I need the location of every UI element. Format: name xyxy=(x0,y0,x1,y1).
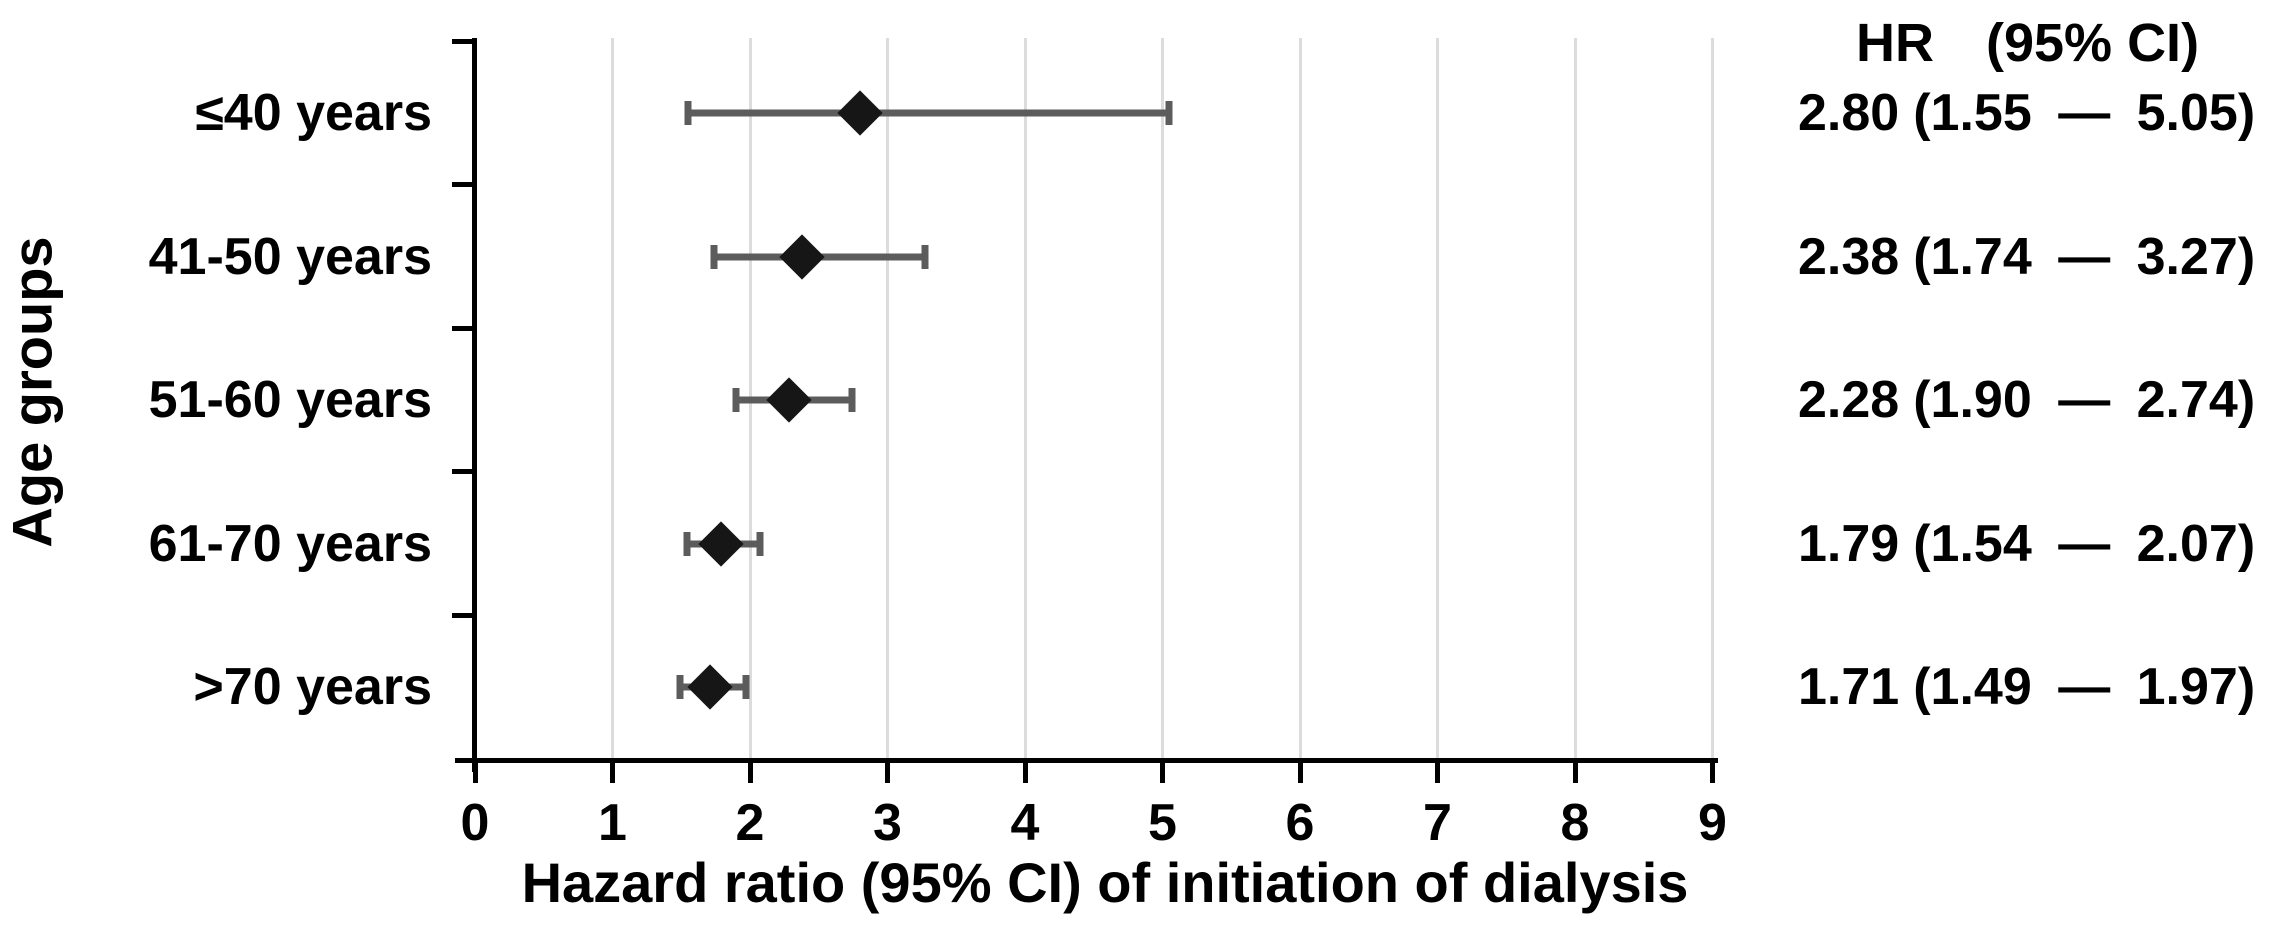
hr-ci-value-row: 1.79 (1.54 — 2.07) xyxy=(1798,514,2272,574)
hr-ci-value-row: 1.71 (1.49 — 1.97) xyxy=(1798,657,2272,717)
ci-cap-high xyxy=(921,244,929,269)
ci-value: (1.54 — 2.07) xyxy=(1913,514,2256,573)
hr-point-marker xyxy=(698,520,744,567)
hr-header-label: HR xyxy=(1856,13,1934,73)
ci-value: (1.49 — 1.97) xyxy=(1913,658,2256,716)
y-axis-tick xyxy=(452,325,475,331)
x-tick-label-3: 3 xyxy=(873,794,902,852)
hr-ci-value-row: 2.80 (1.55 — 5.05) xyxy=(1798,83,2272,143)
x-axis-tick-6 xyxy=(1297,763,1303,783)
y-axis-tick xyxy=(452,469,475,474)
x-axis-line xyxy=(455,758,1718,763)
hr-ci-column-header: HR (95% CI) xyxy=(1856,12,2199,74)
ci-value: (1.74 — 3.27) xyxy=(1913,227,2256,286)
x-axis-tick-3 xyxy=(885,763,890,783)
gridline-x8 xyxy=(1573,38,1577,758)
category-label: 61-70 years xyxy=(148,514,432,573)
x-axis-tick-5 xyxy=(1160,763,1165,783)
x-tick-label-4: 4 xyxy=(1010,794,1040,852)
gridline-x5 xyxy=(1161,38,1164,758)
category-label: 51-60 years xyxy=(148,371,432,429)
y-axis-tick xyxy=(452,612,475,618)
y-axis-tick xyxy=(452,38,475,44)
category-label: ≤40 years xyxy=(195,84,432,142)
x-tick-label-7: 7 xyxy=(1423,794,1452,852)
gridline-x4 xyxy=(1023,38,1027,758)
hr-point-marker xyxy=(687,664,733,710)
x-axis-tick-7 xyxy=(1435,763,1440,783)
ci-cap-high xyxy=(756,531,764,556)
hr-value: 2.80 xyxy=(1798,84,1900,142)
gridline-x3 xyxy=(886,38,889,758)
hr-value: 2.38 xyxy=(1798,227,1900,286)
ci-header-label: (95% CI) xyxy=(1986,13,2200,73)
x-tick-label-0: 0 xyxy=(460,794,490,852)
hr-value: 1.71 xyxy=(1798,658,1900,716)
gridline-x9 xyxy=(1711,38,1714,758)
ci-cap-low xyxy=(676,675,684,699)
x-axis-tick-0 xyxy=(472,763,478,783)
ci-cap-high xyxy=(742,675,750,699)
hr-value: 2.28 xyxy=(1798,371,1900,429)
category-label: >70 years xyxy=(193,658,432,716)
hr-ci-value-row: 2.28 (1.90 — 2.74) xyxy=(1798,370,2272,430)
x-axis-tick-2 xyxy=(747,763,753,783)
ci-cap-high xyxy=(848,388,856,412)
ci-value: (1.55 — 5.05) xyxy=(1913,84,2256,142)
gridline-x6 xyxy=(1298,38,1302,758)
y-axis-tick xyxy=(452,182,475,187)
x-tick-label-5: 5 xyxy=(1148,794,1177,852)
x-axis-tick-8 xyxy=(1572,763,1578,783)
x-axis-title: Hazard ratio (95% CI) of initiation of d… xyxy=(521,851,1689,914)
ci-cap-high xyxy=(1165,101,1173,125)
ci-cap-low xyxy=(710,244,718,269)
y-axis-line xyxy=(472,38,477,772)
ci-cap-low xyxy=(683,531,691,556)
gridline-x7 xyxy=(1436,38,1439,758)
hr-point-marker xyxy=(779,233,825,280)
hr-point-marker xyxy=(765,377,812,423)
ci-error-bar xyxy=(688,109,1170,117)
ci-cap-low xyxy=(684,101,692,125)
hr-point-marker xyxy=(837,90,883,136)
x-axis-tick-4 xyxy=(1022,763,1028,783)
category-label: 41-50 years xyxy=(148,227,432,286)
x-tick-label-8: 8 xyxy=(1560,794,1590,852)
x-tick-label-2: 2 xyxy=(735,794,765,852)
x-tick-label-9: 9 xyxy=(1698,794,1727,852)
x-axis-tick-1 xyxy=(610,763,615,783)
x-axis-tick-9 xyxy=(1710,763,1715,783)
ci-cap-low xyxy=(732,388,740,412)
hr-value: 1.79 xyxy=(1798,514,1900,573)
hr-ci-value-row: 2.38 (1.74 — 3.27) xyxy=(1798,227,2272,287)
x-tick-label-6: 6 xyxy=(1285,794,1315,852)
x-tick-label-1: 1 xyxy=(598,794,627,852)
ci-value: (1.90 — 2.74) xyxy=(1913,371,2256,429)
gridline-x1 xyxy=(611,38,614,758)
